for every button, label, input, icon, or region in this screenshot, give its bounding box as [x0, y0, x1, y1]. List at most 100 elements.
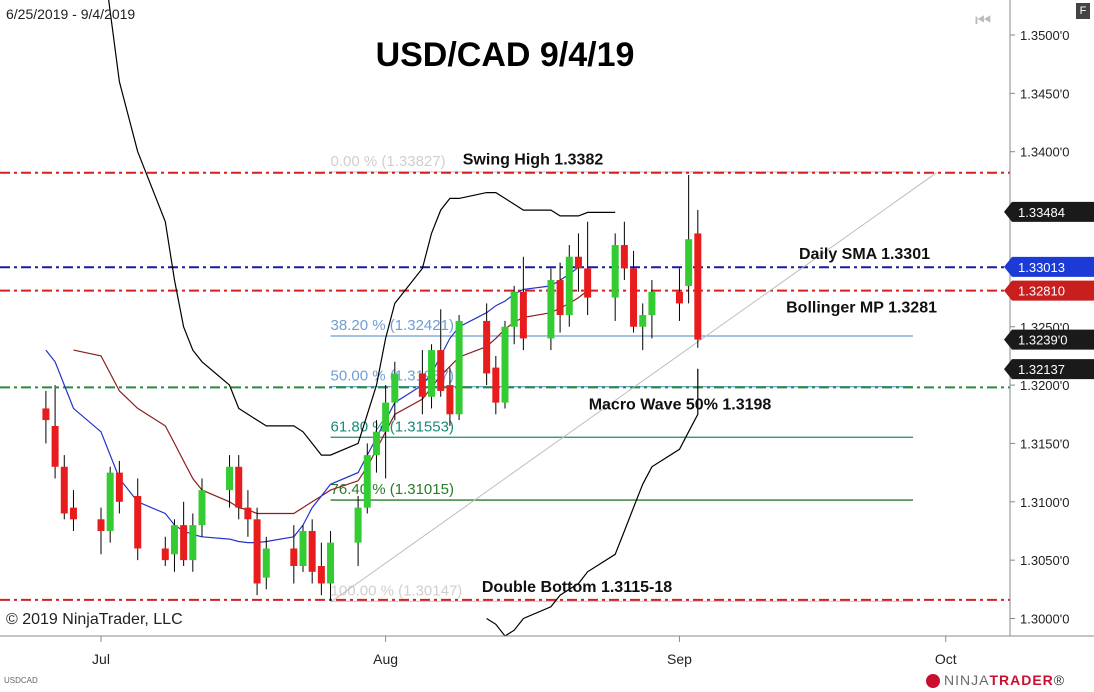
candle: [244, 490, 252, 537]
candle-body: [382, 402, 390, 432]
candle: [363, 443, 371, 514]
trendline: [330, 172, 937, 603]
candle: [630, 250, 638, 333]
candle-body: [290, 548, 298, 566]
level-label: Swing High 1.3382: [463, 152, 604, 169]
price-label-box: [1004, 280, 1094, 301]
candle: [97, 507, 105, 555]
brand-suffix: ®: [1053, 672, 1066, 688]
candle: [51, 385, 59, 479]
x-tick-label: Jul: [92, 651, 110, 667]
candle-body: [675, 291, 683, 304]
price-label-text: 1.3239'0: [1018, 333, 1067, 348]
date-range: 6/25/2019 - 9/4/2019: [6, 6, 136, 22]
candle-body: [235, 466, 243, 508]
price-label-text: 1.33013: [1018, 260, 1065, 275]
candle-body: [106, 472, 114, 531]
y-tick-label: 1.3400'0: [1020, 145, 1069, 160]
candle-body: [180, 525, 188, 561]
candle-body: [428, 350, 436, 397]
candle-body: [501, 326, 509, 403]
price-label-text: 1.32810: [1018, 284, 1065, 299]
price-label-text: 1.32137: [1018, 362, 1065, 377]
axes: 1.3500'01.3450'01.3400'01.3350'01.3300'0…: [0, 0, 1094, 667]
symbol-tag: USDCAD: [4, 676, 38, 685]
candle: [60, 455, 68, 520]
candle: [620, 221, 628, 281]
candle: [308, 519, 316, 584]
candle: [574, 233, 582, 292]
candle-body: [189, 525, 197, 561]
bollinger-upper: [108, 0, 616, 456]
candle: [42, 390, 50, 444]
candle: [253, 507, 261, 596]
candle: [317, 542, 325, 596]
fib-label: 0.00 % (1.33827): [331, 153, 446, 170]
candle: [611, 233, 619, 321]
candle: [675, 268, 683, 321]
candle: [189, 513, 197, 572]
candle: [106, 466, 114, 543]
level-label: Macro Wave 50% 1.3198: [589, 396, 772, 413]
candle: [694, 210, 702, 348]
candle-body: [492, 367, 500, 403]
candle-body: [565, 256, 573, 316]
fibonacci-levels: 0.00 % (1.33827)38.20 % (1.32421)50.00 %…: [330, 153, 913, 602]
candle: [455, 315, 463, 421]
candle-body: [97, 519, 105, 531]
bollinger-mid: [73, 290, 588, 515]
price-label-text: 1.33484: [1018, 205, 1065, 220]
candle-body: [308, 530, 316, 572]
chart-title: USD/CAD 9/4/19: [375, 36, 635, 74]
candle: [556, 262, 564, 333]
candle-body: [455, 320, 463, 415]
fib-label: 100.00 % (1.30147): [331, 582, 463, 599]
candle: [648, 280, 656, 339]
candle: [391, 361, 399, 421]
candle-body: [226, 466, 234, 491]
candle: [428, 344, 436, 409]
candle-body: [262, 548, 270, 578]
brand-logo: NINJATRADER®: [926, 672, 1066, 689]
candle-body: [299, 530, 307, 566]
candle-body: [418, 373, 426, 397]
price-label-box: [1004, 329, 1094, 350]
y-tick-label: 1.3450'0: [1020, 86, 1069, 101]
candle-body: [483, 320, 491, 374]
f-button[interactable]: F: [1076, 3, 1090, 19]
candle-body: [327, 542, 335, 584]
candle-body: [639, 315, 647, 327]
candle: [446, 367, 454, 426]
candle: [69, 490, 77, 531]
candle: [584, 221, 592, 316]
y-tick-label: 1.3000'0: [1020, 611, 1069, 626]
candle: [226, 455, 234, 508]
price-label: 1.3239'0: [1004, 329, 1094, 350]
candle: [565, 245, 573, 327]
candle-body: [620, 245, 628, 269]
price-label: 1.33013: [1004, 256, 1094, 277]
candle: [327, 530, 335, 601]
candle-body: [630, 268, 638, 327]
candle: [372, 420, 380, 473]
level-label: Bollinger MP 1.3281: [786, 300, 937, 317]
brand-ninja: NINJA: [944, 672, 990, 688]
candle-body: [170, 525, 178, 555]
candle-body: [69, 507, 77, 520]
price-label: 1.32137: [1004, 359, 1094, 380]
candle: [483, 303, 491, 386]
candle-body: [519, 291, 527, 339]
price-label: 1.33484: [1004, 201, 1094, 222]
candle-body: [574, 256, 582, 269]
candle: [115, 460, 123, 514]
candle: [418, 350, 426, 415]
candle: [685, 175, 693, 304]
candle: [290, 525, 298, 584]
ninjatrader-logo-icon: [926, 674, 940, 689]
candle: [501, 320, 509, 409]
candle-body: [584, 268, 592, 298]
candle-body: [244, 507, 252, 520]
collapse-panel-icon[interactable]: ⏮: [975, 10, 992, 30]
candle: [170, 519, 178, 572]
fib-label: 38.20 % (1.32421): [331, 317, 454, 334]
